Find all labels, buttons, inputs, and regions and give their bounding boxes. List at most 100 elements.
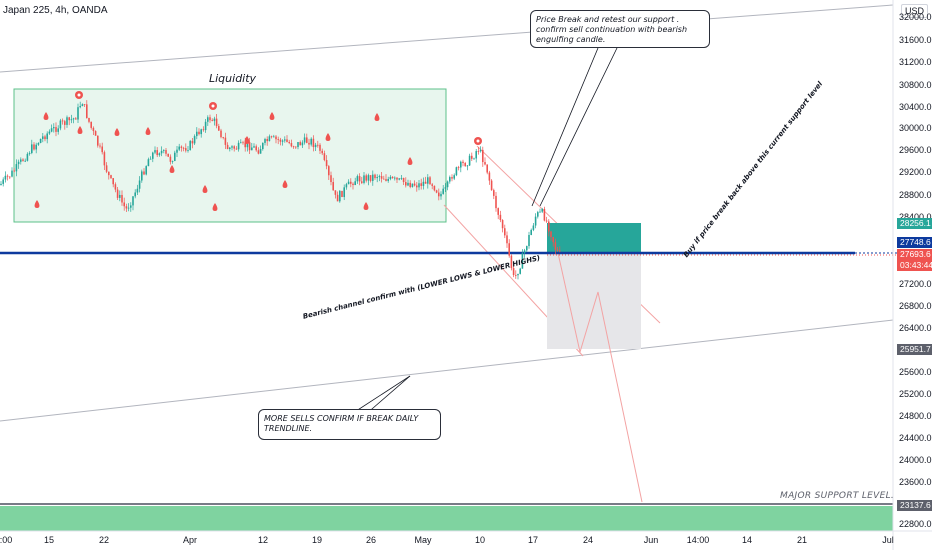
target-price-tag: 25951.7 — [897, 344, 932, 355]
x-tick: :00 — [0, 535, 13, 545]
candle-body — [559, 250, 561, 252]
candle-body — [130, 205, 132, 208]
candle-body — [88, 117, 90, 122]
y-tick: 25600.0 — [899, 367, 932, 377]
candle-body — [86, 104, 88, 118]
candle-body — [152, 152, 154, 159]
candle-body — [123, 202, 125, 207]
y-tick: 30000.0 — [899, 123, 932, 133]
take-profit-zone[interactable] — [547, 223, 641, 253]
candle-body — [224, 137, 227, 145]
candle-body — [499, 214, 502, 221]
candle-body — [310, 138, 312, 145]
candle-body — [528, 234, 530, 247]
liquidity-drop-marker — [77, 126, 83, 134]
candle-body — [178, 146, 180, 150]
candle-body — [59, 120, 62, 129]
candle-body — [50, 128, 53, 132]
candle-body — [387, 178, 389, 181]
candle-body — [4, 175, 7, 180]
candle-body — [354, 181, 356, 186]
y-tick: 30800.0 — [899, 80, 932, 90]
candle-body — [57, 128, 59, 132]
candle-body — [220, 130, 222, 138]
major-support-label[interactable]: MAJOR SUPPORT LEVEL. — [780, 491, 895, 501]
candle-body — [226, 144, 229, 150]
candle-body — [193, 136, 196, 144]
candle-body — [295, 146, 297, 148]
candle-body — [149, 158, 152, 160]
candle-body — [11, 170, 13, 177]
candle-body — [92, 127, 95, 132]
candle-body — [306, 137, 308, 143]
candle-body — [358, 176, 361, 182]
candle-body — [6, 175, 9, 177]
candle-body — [39, 138, 42, 143]
candle-body — [222, 137, 224, 138]
candle-body — [167, 153, 169, 157]
candle-body — [48, 131, 51, 134]
candle-body — [189, 140, 191, 151]
liquidity-drop-marker — [325, 133, 331, 141]
candle-body — [75, 118, 77, 120]
candle-body — [290, 143, 293, 147]
candle-body — [400, 177, 403, 179]
candle-body — [284, 139, 286, 141]
x-tick: 14:00 — [686, 535, 710, 545]
candle-body — [334, 190, 337, 195]
candle-body — [435, 190, 438, 193]
candle-body — [317, 144, 319, 146]
currency-button[interactable]: USD — [901, 4, 929, 18]
candle-body — [389, 176, 392, 179]
candle-body — [66, 117, 68, 125]
liquidity-drop-marker — [212, 203, 218, 211]
candle-body — [248, 142, 251, 151]
candle-body — [233, 146, 235, 149]
candle-body — [145, 166, 147, 175]
candle-body — [541, 208, 543, 212]
candle-body — [543, 208, 546, 221]
candle-body — [372, 174, 374, 181]
candle-body — [526, 246, 528, 251]
candle-body — [385, 179, 387, 181]
candle-body — [323, 153, 326, 161]
candle-body — [446, 181, 449, 188]
candle-body — [407, 182, 409, 186]
candle-body — [523, 250, 526, 254]
stop-zone[interactable] — [547, 253, 641, 349]
candle-body — [539, 211, 541, 213]
candle-body — [442, 188, 444, 194]
candle-body — [501, 220, 504, 229]
candle-body — [97, 135, 99, 146]
candle-body — [495, 195, 497, 209]
candle-body — [275, 136, 277, 140]
y-tick: 29200.0 — [899, 167, 932, 177]
candle-body — [429, 177, 431, 185]
price-break-callout[interactable]: Price Break and retest our support . con… — [530, 10, 710, 48]
x-tick: 17 — [527, 535, 539, 545]
candle-body — [552, 237, 554, 243]
candle-body — [72, 118, 75, 120]
candle-body — [515, 275, 517, 276]
candle-body — [244, 142, 246, 148]
candle-body — [68, 117, 70, 121]
more-sells-callout[interactable]: MORE SELLS CONFIRM IF BREAK DAILY TRENDL… — [258, 409, 441, 440]
candle-body — [374, 174, 376, 179]
x-tick: Jul — [882, 535, 894, 545]
y-tick: 31600.0 — [899, 35, 932, 45]
candle-body — [312, 138, 315, 148]
liquidity-label[interactable]: Liquidity — [209, 72, 257, 85]
candle-body — [473, 158, 475, 160]
candle-body — [462, 161, 464, 164]
candle-body — [405, 182, 407, 186]
candle-body — [455, 167, 458, 176]
candle-body — [369, 175, 372, 181]
candle-body — [198, 131, 200, 135]
candle-body — [537, 212, 539, 217]
candle-body — [347, 181, 350, 185]
symbol-title[interactable]: Japan 225, 4h, OANDA — [3, 5, 108, 16]
candle-body — [125, 206, 128, 209]
liquidity-drop-marker — [34, 200, 40, 208]
x-tick: 14 — [741, 535, 753, 545]
